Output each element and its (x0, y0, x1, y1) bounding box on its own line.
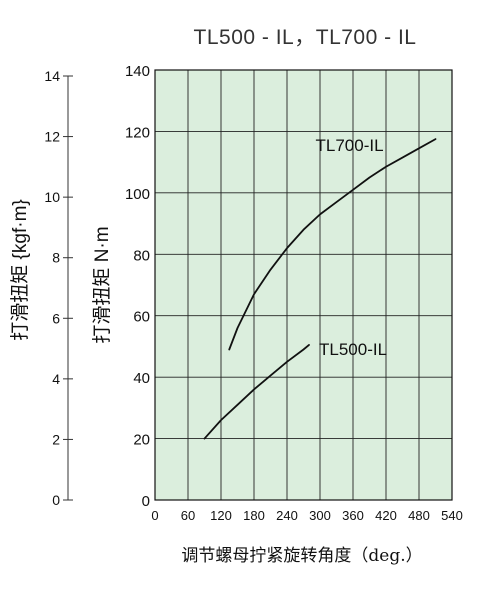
plot-area (155, 70, 452, 500)
x-tick-label: 300 (309, 508, 331, 523)
grid-lines (155, 70, 452, 500)
secondary-tick-label: 4 (52, 371, 60, 387)
secondary-tick-label: 8 (52, 250, 60, 266)
x-tick-label: 480 (408, 508, 430, 523)
x-tick-label: 240 (276, 508, 298, 523)
secondary-tick-label: 0 (52, 492, 60, 508)
secondary-tick-label: 10 (44, 189, 60, 205)
x-tick-label: 0 (151, 508, 158, 523)
x-tick-label: 180 (243, 508, 265, 523)
y-axis-ticks: 0 20 40 60 80 100 120 140 (125, 63, 150, 510)
plot-frame (154, 69, 453, 501)
x-axis-label: 调节螺母拧紧旋转角度（deg.） (181, 546, 422, 566)
y-axis-label: 打滑扭矩 N·m (91, 226, 113, 343)
secondary-tick-label: 6 (52, 310, 60, 326)
secondary-tick-label: 12 (44, 129, 60, 145)
chart-title: TL500 - IL，TL700 - IL (194, 26, 417, 49)
x-tick-label: 420 (375, 508, 397, 523)
x-axis-ticks: 0 60 120 180 240 300 360 420 480 540 (151, 508, 462, 523)
secondary-y-axis-label: 打滑扭矩 {kgf·m} (9, 199, 31, 340)
series-line-tl700-il (228, 138, 437, 351)
y-tick-label: 120 (125, 124, 150, 141)
y-tick-label: 40 (133, 370, 150, 387)
y-tick-label: 60 (133, 309, 150, 326)
x-tick-label: 540 (441, 508, 463, 523)
series-label-tl500-il: TL500-IL (319, 340, 387, 359)
y-tick-label: 20 (133, 432, 150, 449)
x-tick-label: 360 (342, 508, 364, 523)
x-tick-label: 60 (181, 508, 195, 523)
secondary-y-axis: 0 2 4 6 8 10 12 14 (44, 68, 73, 508)
y-tick-label: 0 (142, 493, 150, 510)
y-tick-label: 80 (133, 247, 150, 264)
series-label-tl700-il: TL700-IL (316, 136, 384, 155)
series-layer: TL700-IL TL500-IL (203, 136, 437, 440)
secondary-tick-label: 2 (52, 431, 60, 447)
x-tick-label: 120 (210, 508, 232, 523)
series-line-tl500-il (203, 343, 310, 440)
y-tick-label: 140 (125, 63, 150, 80)
y-tick-label: 100 (125, 186, 150, 203)
secondary-tick-label: 14 (44, 68, 60, 84)
